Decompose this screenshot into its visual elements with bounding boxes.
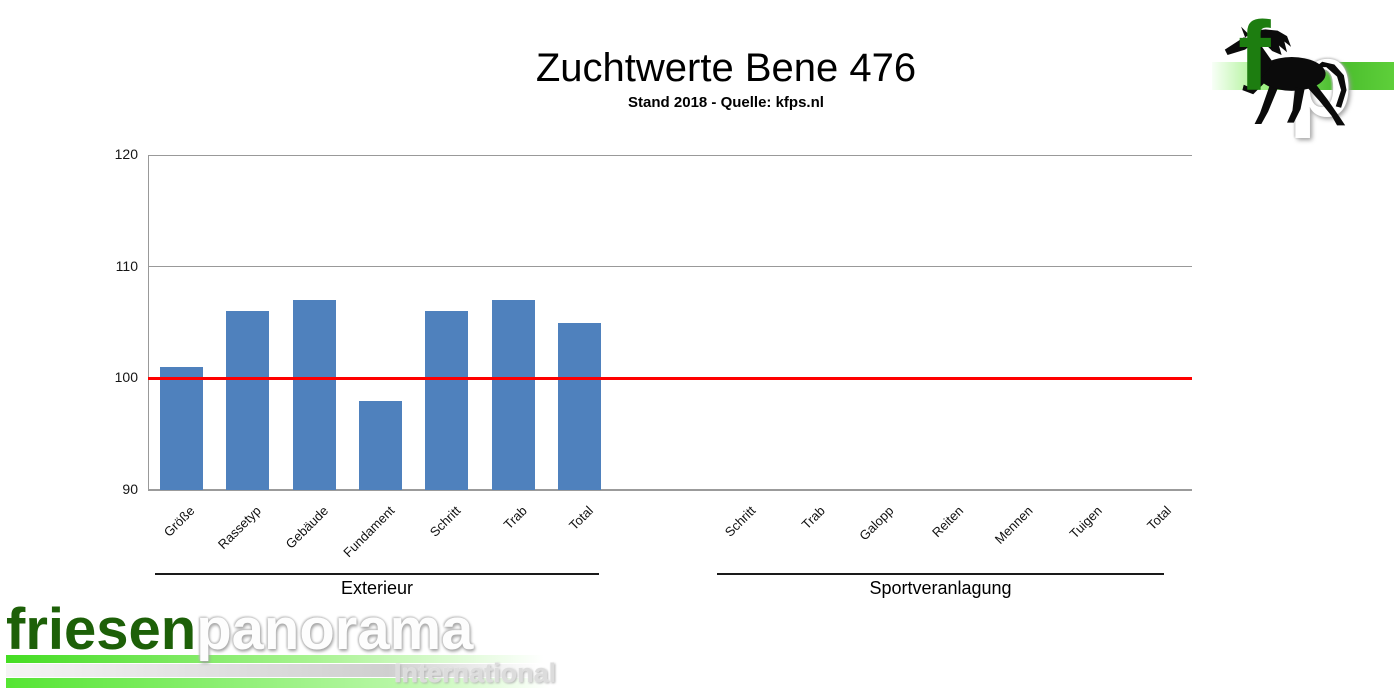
y-axis-tick-label: 90 — [122, 481, 138, 497]
wordmark-stripe-green-bottom — [6, 678, 566, 688]
wordmark-international: International — [394, 658, 557, 688]
bar — [292, 300, 336, 490]
category-label: Fundament — [339, 503, 398, 561]
bar — [226, 311, 270, 490]
bar — [558, 322, 602, 490]
wordmark-stripe-green-top — [6, 655, 566, 663]
category-label: Trab — [500, 503, 530, 533]
bar — [159, 367, 203, 490]
y-axis-line — [148, 155, 149, 490]
logo-letter-f: f — [1238, 1, 1271, 111]
category-label: Schritt — [721, 503, 759, 540]
category-label: Schritt — [426, 503, 464, 540]
y-axis-tick-label: 100 — [114, 369, 138, 386]
group-label-exterieur: Exterieur — [340, 578, 414, 598]
friesenpanorama-wordmark: friesenpanorama International — [6, 600, 581, 698]
group-underline — [155, 573, 599, 575]
category-label: Rassetyp — [215, 503, 265, 552]
horse-icon — [1224, 25, 1347, 126]
category-label: Total — [566, 503, 597, 534]
category-label: Reiten — [928, 503, 967, 541]
category-label: Größe — [161, 503, 198, 540]
wordmark-panorama: panorama — [196, 597, 474, 662]
bar — [491, 300, 535, 490]
wordmark-text: friesenpanorama — [6, 600, 473, 660]
friesenpanorama-logo: p f — [1212, 4, 1394, 144]
gridline — [148, 266, 1192, 268]
group-label-sportveranlagung: Sportveranlagung — [869, 578, 1012, 598]
wordmark-friesen: friesen — [6, 597, 197, 662]
chart-subtitle: Stand 2018 - Quelle: kfps.nl — [628, 94, 824, 111]
category-label: Tuigen — [1066, 503, 1105, 542]
bar — [358, 400, 402, 490]
y-axis-tick-label: 110 — [115, 257, 138, 274]
group-underline — [717, 573, 1164, 575]
category-label: Galopp — [856, 503, 897, 544]
wordmark-stripe-silver — [6, 664, 551, 677]
reference-line-100 — [148, 376, 1192, 380]
gridline — [148, 154, 1192, 156]
chart-title: Zuchtwerte Bene 476 — [535, 46, 917, 90]
category-label: Mennen — [991, 503, 1036, 547]
x-axis-line — [148, 489, 1192, 491]
category-label: Gebäude — [282, 503, 331, 552]
y-axis-tick-label: 120 — [114, 146, 138, 162]
bar — [425, 311, 469, 490]
category-label: Trab — [798, 503, 828, 533]
category-label: Total — [1144, 503, 1175, 534]
